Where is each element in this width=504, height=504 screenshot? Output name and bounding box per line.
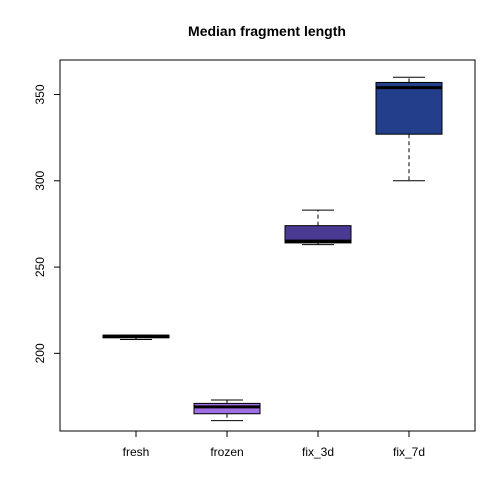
box-group-fix_7d bbox=[375, 76, 443, 182]
box-fix_3d bbox=[284, 225, 352, 244]
y-tick-label: 200 bbox=[33, 343, 47, 363]
box-frozen bbox=[193, 402, 261, 415]
x-tick-label: frozen bbox=[210, 445, 243, 459]
y-tick-label: 300 bbox=[33, 170, 47, 190]
boxes bbox=[102, 76, 443, 422]
y-tick-label: 250 bbox=[33, 257, 47, 277]
box-group-frozen bbox=[193, 399, 261, 422]
y-tick-label: 350 bbox=[33, 84, 47, 104]
box-group-fix_3d bbox=[284, 209, 352, 246]
x-tick-label: fix_3d bbox=[302, 445, 334, 459]
box-group-fresh bbox=[102, 334, 170, 341]
y-axis: 200 250 300 350 bbox=[33, 84, 61, 363]
x-tick-label: fix_7d bbox=[393, 445, 425, 459]
chart-title: Median fragment length bbox=[188, 23, 346, 39]
x-tick-label: fresh bbox=[123, 445, 150, 459]
box-fix_7d bbox=[375, 81, 443, 135]
x-axis: fresh frozen fix_3d fix_7d bbox=[123, 430, 425, 459]
